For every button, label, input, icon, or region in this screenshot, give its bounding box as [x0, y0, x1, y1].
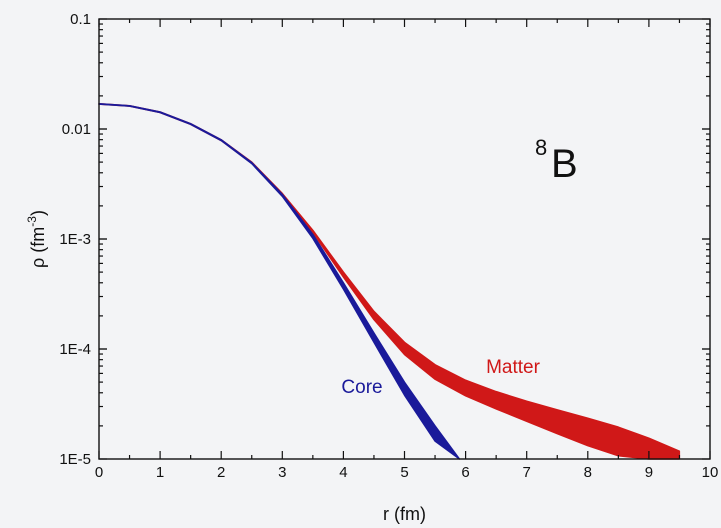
x-tick-label: 2	[217, 464, 225, 481]
y-axis-label: ρ (fm-3)	[25, 210, 48, 268]
annotation-superscript: 8	[535, 135, 547, 160]
series-layer	[98, 103, 681, 460]
y-tick-label: 1E-5	[59, 451, 91, 468]
x-tick-label: 3	[278, 464, 286, 481]
y-axis-label-close: )	[28, 210, 48, 216]
y-tick-label: 1E-3	[59, 231, 91, 248]
y-tick-label: 0.1	[70, 11, 91, 28]
series-band-core	[98, 103, 461, 460]
x-axis-label: r (fm)	[383, 504, 426, 524]
tick-labels: 0 1 2 3 4 5 6 7 8 9 10 1E-5 1E-4 1E-3 0.01 0.1 Matter Cor…	[59, 11, 718, 481]
x-tick-label: 9	[645, 464, 653, 481]
y-axis-label-base: ρ (fm	[28, 227, 48, 268]
nucleus-annotation: 8 B	[535, 135, 578, 186]
y-tick-label: 1E-4	[59, 341, 91, 358]
x-tick-label: 4	[339, 464, 347, 481]
x-tick-label: 0	[95, 464, 103, 481]
y-axis-label-sup: -3	[25, 216, 39, 227]
series-label-core: Core	[341, 377, 382, 398]
axis-ticks	[98, 18, 711, 460]
annotation-text: B	[551, 142, 578, 186]
x-tick-label: 5	[400, 464, 408, 481]
series-label-matter: Matter	[486, 357, 541, 378]
y-tick-label: 0.01	[62, 121, 91, 138]
x-tick-label: 10	[702, 464, 719, 481]
x-tick-label: 8	[584, 464, 592, 481]
x-tick-label: 7	[523, 464, 531, 481]
x-tick-label: 6	[461, 464, 469, 481]
x-tick-label: 1	[156, 464, 164, 481]
series-band-matter	[98, 103, 681, 460]
